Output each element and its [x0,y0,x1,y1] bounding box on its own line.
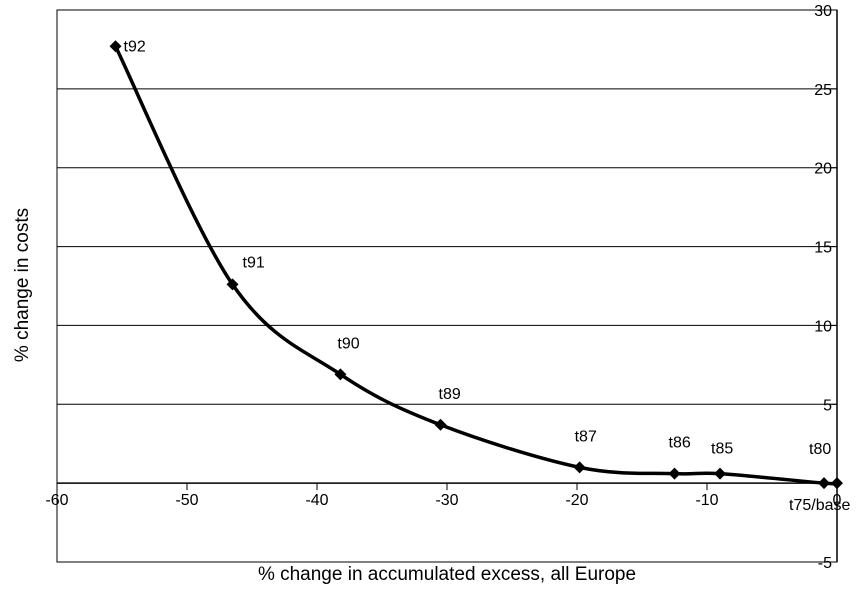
data-point-marker [334,368,347,381]
x-tick-label: -50 [175,492,198,509]
data-point-marker [831,477,843,490]
x-tick-label: -60 [45,492,68,509]
plot-area [56,9,838,563]
x-tick-label: -30 [435,492,458,509]
data-point-marker [226,278,239,291]
point-label: t89 [439,386,461,403]
data-markers [109,40,843,490]
gridlines [57,88,837,405]
point-label: t87 [575,428,597,445]
data-point-marker [818,477,830,490]
y-tick-label: -5 [818,555,832,572]
x-tick-label: -20 [565,492,588,509]
y-axis-label: % change in costs [12,207,33,363]
x-tick-label: -10 [695,492,718,509]
point-label: t86 [669,435,691,452]
point-label: t75/base [789,497,850,514]
data-point-marker [109,40,122,53]
x-tick-label: 0 [833,492,842,509]
point-label: t85 [711,441,733,458]
point-labels: t92 t91 t90 t89 t87 t86 t85 t80 t75/base [124,38,851,514]
point-label: t92 [124,38,146,55]
data-point-marker [573,461,586,474]
tick-labels: -60 -50 -40 -30 -20 -10 0 -5 5 10 15 20 25 30 [45,3,841,572]
y-tick-label: 25 [814,82,832,99]
y-tick-label: 30 [814,3,832,20]
point-label: t91 [243,254,265,271]
point-label: t90 [337,335,359,352]
axes [56,9,838,563]
point-label: t80 [809,441,831,458]
data-point-marker [668,467,681,480]
x-tick-label: -40 [305,492,328,509]
y-tick-label: 5 [823,397,832,414]
y-tick-label: 20 [814,161,832,178]
x-axis-label: % change in accumulated excess, all Euro… [257,564,637,585]
data-point-marker [434,418,447,431]
y-tick-label: 15 [814,240,832,257]
y-tick-label: 10 [814,318,832,335]
data-point-marker [714,467,726,480]
